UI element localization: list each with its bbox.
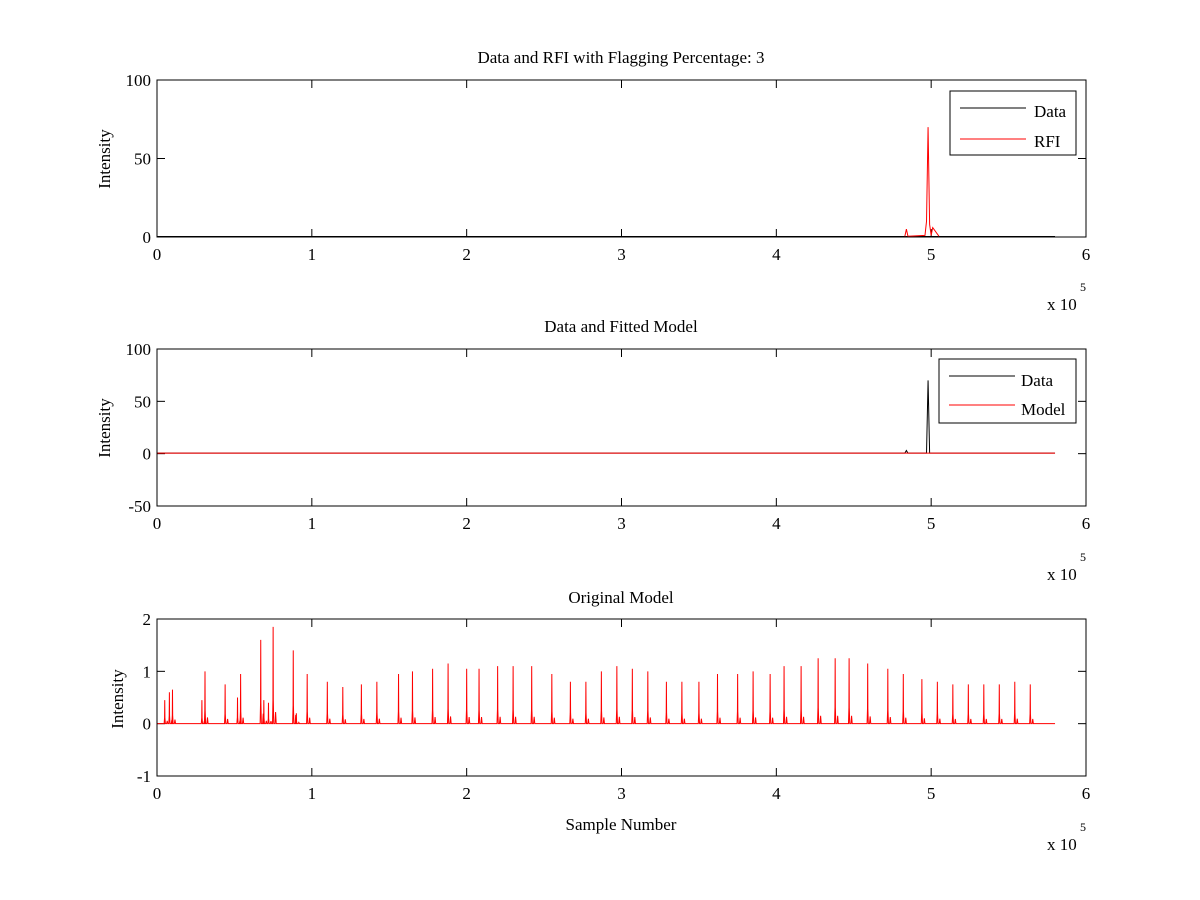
x-tick-label: 0	[153, 514, 162, 533]
x-axis-multiplier: x 10	[1047, 565, 1077, 584]
y-tick-label: 50	[134, 392, 151, 411]
x-tick-label: 6	[1082, 514, 1091, 533]
subplot-title: Original Model	[568, 588, 674, 607]
y-tick-label: 1	[143, 662, 152, 681]
series-line-model	[157, 626, 1056, 725]
y-tick-label: 50	[134, 150, 151, 169]
x-axis-multiplier-exponent: 5	[1080, 550, 1086, 564]
x-tick-label: 5	[927, 784, 936, 803]
subplot-title: Data and RFI with Flagging Percentage: 3	[477, 48, 764, 67]
subplot-data-and-rfi: Data and RFI with Flagging Percentage: 3…	[95, 48, 1090, 314]
x-tick-label: 2	[462, 245, 471, 264]
x-axis-label: Sample Number	[566, 815, 677, 834]
subplot-data-and-fitted-model: Data and Fitted Model Intensity 0 1 2 3 4 5 6 -…	[95, 317, 1090, 584]
y-axis-label: Intensity	[95, 398, 114, 458]
subplot-title: Data and Fitted Model	[544, 317, 698, 336]
x-tick-label: 5	[927, 514, 936, 533]
x-tick-label: 3	[617, 245, 626, 264]
x-tick-label: 0	[153, 784, 162, 803]
x-tick-label: 6	[1082, 784, 1091, 803]
y-tick-label: 0	[143, 715, 152, 734]
legend: Data Model	[938, 358, 1077, 424]
legend-box	[949, 90, 1077, 156]
x-axis-multiplier: x 10	[1047, 835, 1077, 854]
legend-label-data: Data	[1034, 102, 1067, 121]
legend-label-model: Model	[1021, 400, 1066, 419]
y-tick-label: -1	[137, 767, 151, 786]
axes-box	[156, 348, 1087, 507]
plot-area	[157, 626, 1056, 725]
legend-label-data: Data	[1021, 371, 1054, 390]
y-axis-label: Intensity	[108, 669, 127, 729]
axes-box	[156, 79, 1087, 238]
y-tick-label: 0	[143, 445, 152, 464]
x-axis-multiplier: x 10	[1047, 295, 1077, 314]
x-axis-multiplier-exponent: 5	[1080, 820, 1086, 834]
legend-box	[938, 358, 1077, 424]
y-tick-label: 0	[143, 228, 152, 247]
legend: Data RFI	[949, 90, 1077, 156]
x-tick-label: 3	[617, 784, 626, 803]
x-tick-label: 1	[308, 784, 317, 803]
legend-label-rfi: RFI	[1034, 132, 1061, 151]
x-tick-label: 4	[772, 245, 781, 264]
x-tick-label: 2	[462, 784, 471, 803]
plot-area	[157, 380, 1056, 454]
axes-box	[156, 618, 1087, 777]
x-tick-label: 4	[772, 784, 781, 803]
y-tick-label: 100	[126, 71, 152, 90]
y-tick-label: -50	[128, 497, 151, 516]
x-tick-label: 3	[617, 514, 626, 533]
x-tick-label: 2	[462, 514, 471, 533]
x-tick-label: 4	[772, 514, 781, 533]
series-line-rfi	[904, 127, 940, 237]
x-tick-label: 1	[308, 514, 317, 533]
x-axis-multiplier-exponent: 5	[1080, 280, 1086, 294]
x-tick-label: 5	[927, 245, 936, 264]
x-tick-label: 1	[308, 245, 317, 264]
y-axis-label: Intensity	[95, 129, 114, 189]
x-tick-label: 6	[1082, 245, 1091, 264]
y-tick-label: 2	[143, 610, 152, 629]
x-tick-label: 0	[153, 245, 162, 264]
y-tick-label: 100	[126, 340, 152, 359]
